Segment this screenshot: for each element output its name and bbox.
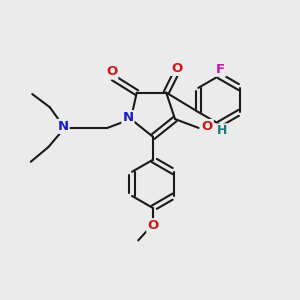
Text: O: O (147, 219, 159, 232)
Text: O: O (202, 120, 213, 133)
Text: H: H (217, 124, 227, 137)
Text: O: O (171, 62, 182, 75)
Text: N: N (58, 120, 69, 133)
Text: N: N (122, 111, 134, 124)
Text: F: F (216, 63, 225, 76)
Text: O: O (106, 65, 117, 79)
